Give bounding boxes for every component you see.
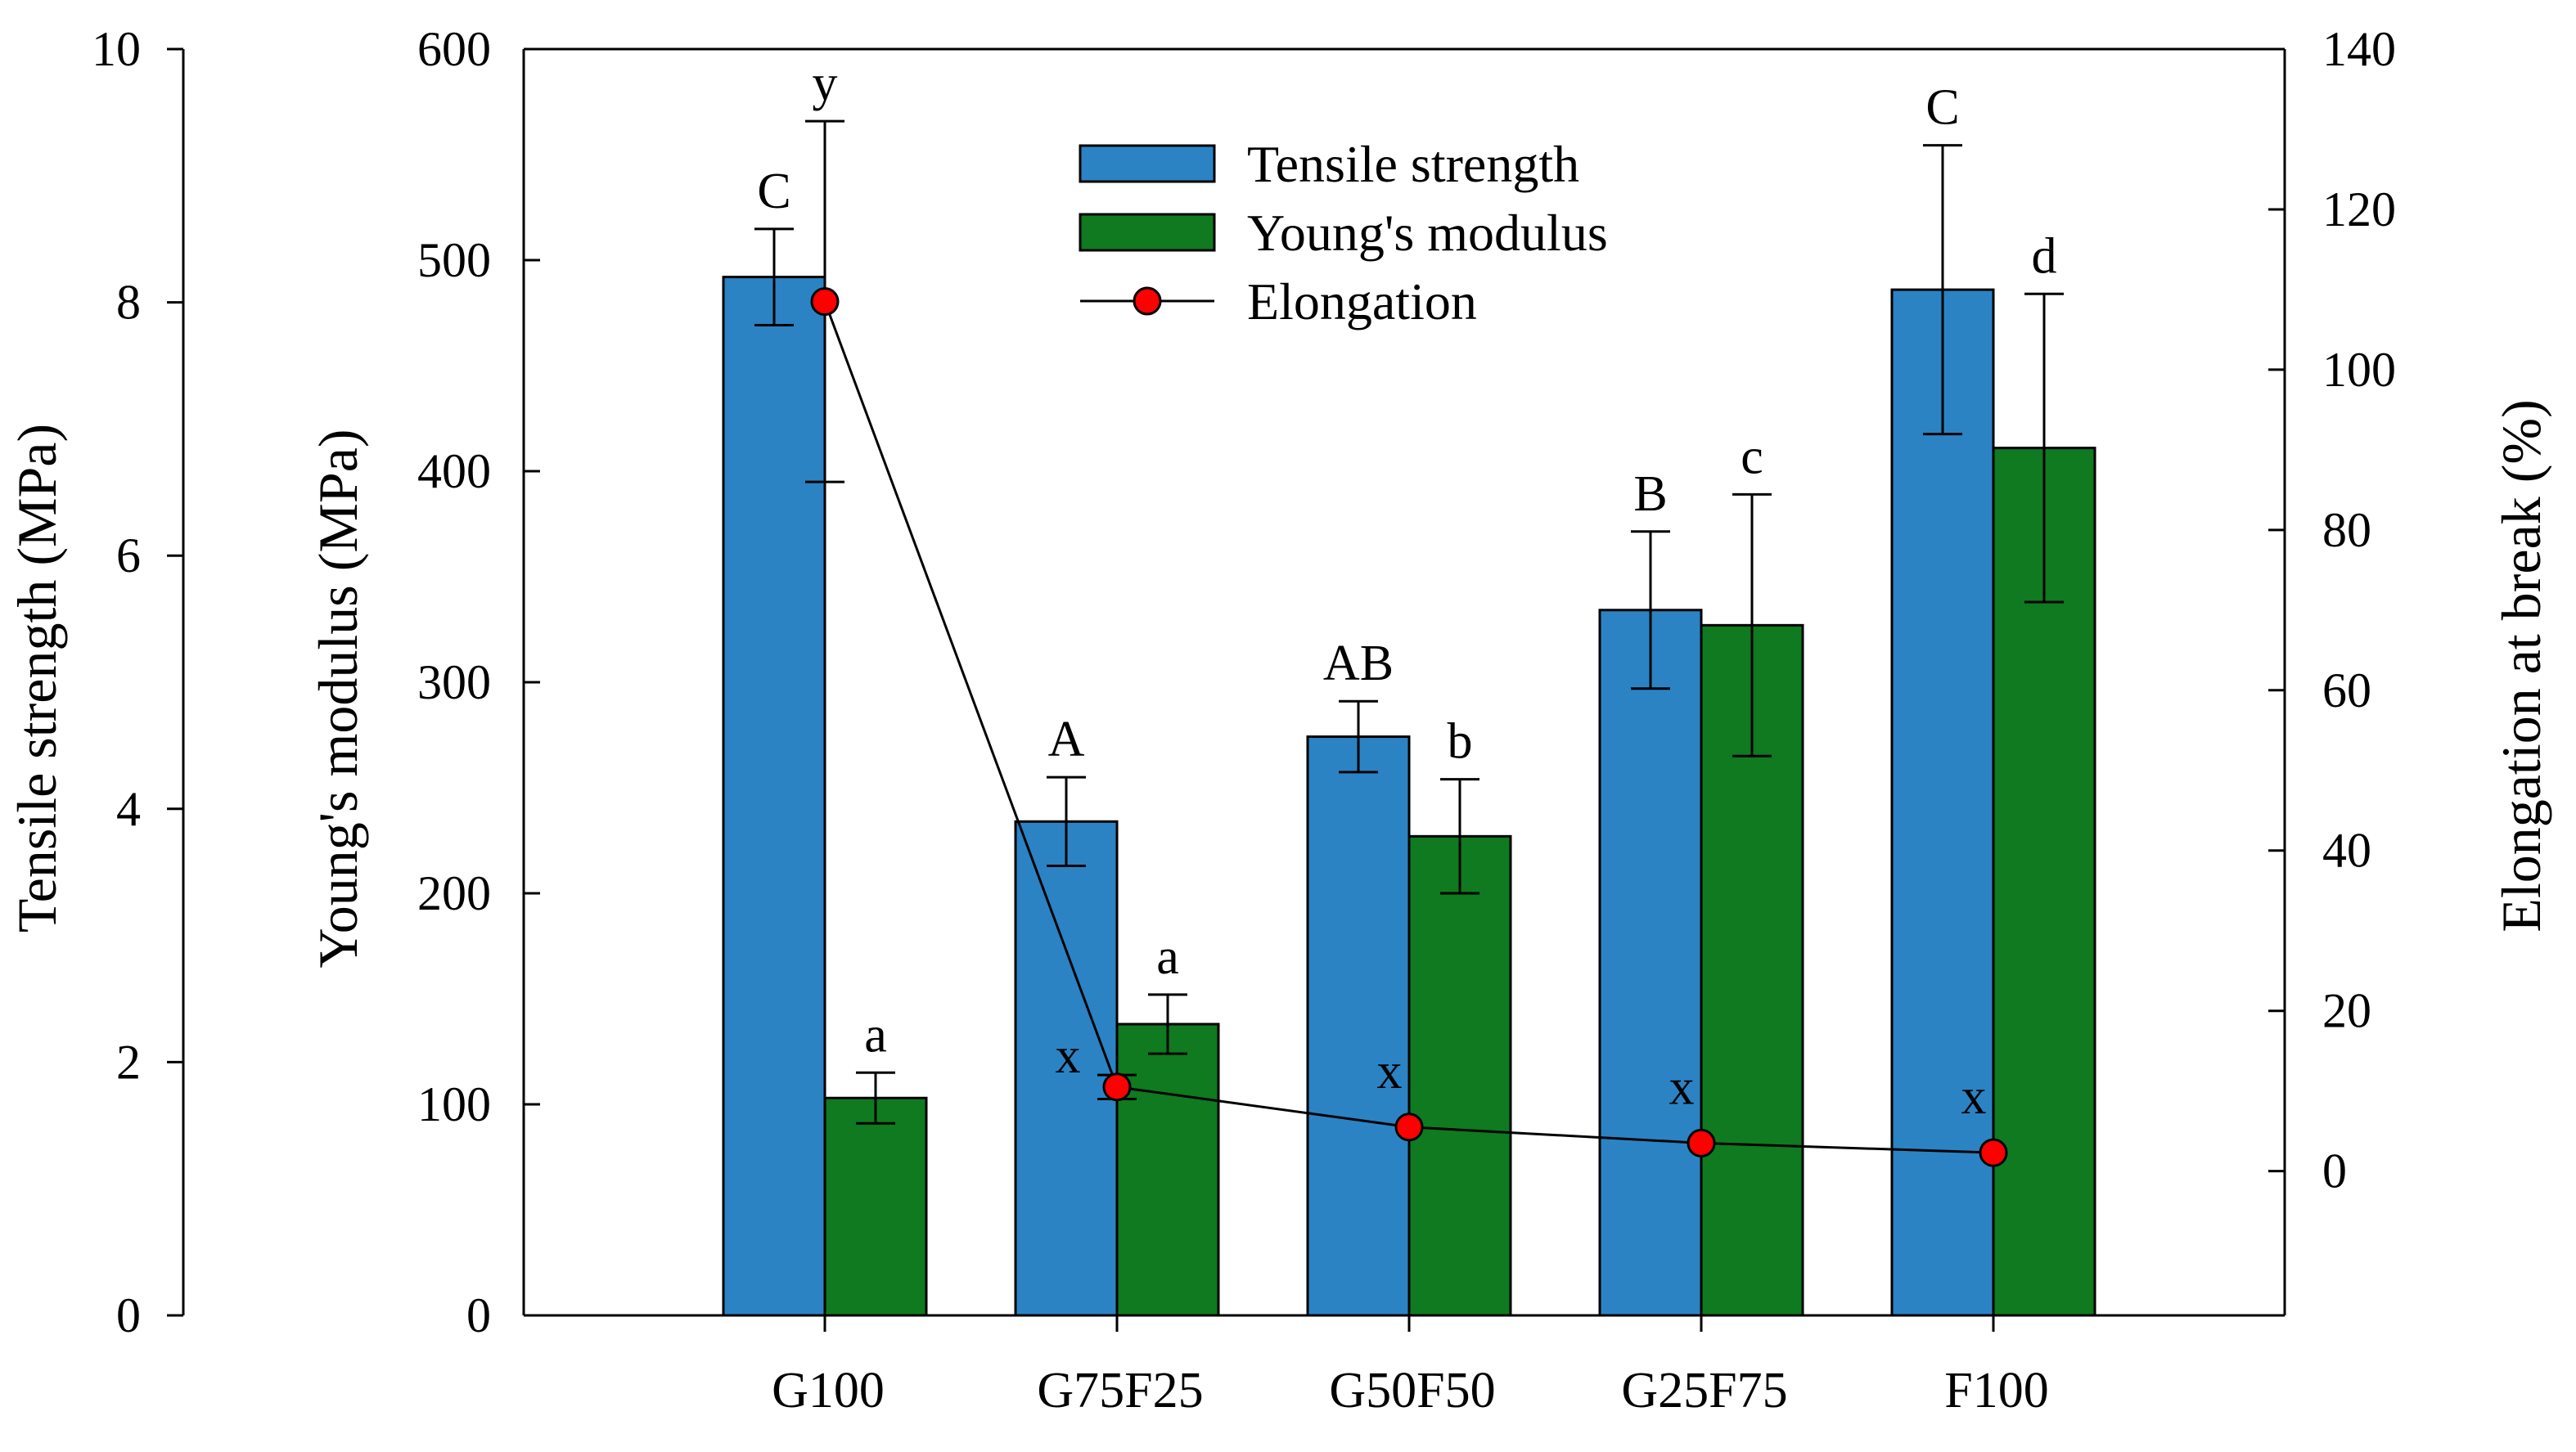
elongation-tick-label: 60 (2322, 663, 2371, 717)
x-tick-label: G50F50 (1329, 1363, 1495, 1418)
elongation-point (1394, 1113, 1424, 1142)
bars (722, 144, 2096, 1317)
modulus-significance-letter: a (864, 1007, 887, 1063)
elongation-point (1102, 1072, 1132, 1102)
tensile-significance-letter: AB (1323, 636, 1394, 691)
legend-elongation-marker (1133, 286, 1162, 316)
modulus-axis-title: Young's modulus (MPa) (307, 429, 369, 968)
modulus-tick-label: 600 (417, 22, 491, 76)
modulus-significance-letter: c (1741, 429, 1763, 484)
elongation-tick-label: 20 (2322, 984, 2371, 1038)
elongation-significance-letter: x (1669, 1059, 1695, 1115)
elongation-significance-letter: x (1961, 1069, 1987, 1125)
significance-labels: Ca Aa AB b Bc Cd y x x x x (757, 56, 2056, 1125)
x-tick-label: F100 (1944, 1363, 2048, 1418)
youngs-modulus-bar (823, 1096, 928, 1317)
x-tick-label: G75F25 (1037, 1363, 1203, 1418)
legend-elongation-label: Elongation (1247, 272, 1477, 330)
elongation-point (1687, 1128, 1716, 1158)
legend: Tensile strength Young's modulus Elongatio… (1079, 135, 1608, 330)
elongation-tick-label: 40 (2322, 824, 2371, 878)
elongation-line (805, 119, 2008, 1167)
tensile-significance-letter: B (1633, 466, 1667, 522)
elongation-significance-letter: x (1377, 1044, 1403, 1099)
youngs-modulus-bar (1115, 1023, 1220, 1317)
modulus-tick-label: 300 (417, 655, 491, 709)
modulus-tick-label: 200 (417, 866, 491, 920)
x-tick-label: G100 (772, 1363, 885, 1418)
elongation-point (810, 287, 840, 317)
modulus-tick-label: 400 (417, 444, 491, 498)
tensile-tick-label: 10 (92, 22, 141, 76)
elongation-axis-title: Elongation at break (%) (2490, 399, 2552, 932)
tensile-strength-bar (1306, 735, 1411, 1317)
tensile-tick-label: 0 (116, 1288, 141, 1342)
modulus-significance-letter: a (1156, 929, 1179, 985)
elongation-tick-label: 120 (2322, 182, 2396, 236)
x-tick-label: G25F75 (1621, 1363, 1787, 1418)
modulus-tick-label: 0 (466, 1288, 491, 1342)
elongation-significance-letter: y (813, 56, 838, 111)
modulus-significance-letter: b (1448, 714, 1473, 770)
tensile-significance-letter: C (1925, 80, 1959, 136)
tensile-tick-label: 8 (116, 276, 141, 330)
tensile-strength-bar (1890, 288, 1995, 1317)
elongation-point (1979, 1138, 2008, 1167)
elongation-tick-label: 140 (2322, 22, 2396, 76)
elongation-tick-label: 80 (2322, 503, 2371, 557)
elongation-tick-label: 0 (2322, 1144, 2347, 1198)
tensile-strength-bar (722, 276, 826, 1317)
modulus-significance-letter: d (2032, 228, 2057, 284)
tensile-axis-title: Tensile strength (MPa) (6, 424, 68, 933)
legend-tensile-swatch (1079, 144, 1216, 183)
tensile-strength-bar (1014, 820, 1119, 1317)
legend-modulus-swatch (1079, 213, 1216, 252)
tensile-strength-bar (1598, 609, 1703, 1317)
elongation-tick-label: 100 (2322, 343, 2396, 397)
tensile-significance-letter: A (1048, 712, 1085, 767)
legend-tensile-label: Tensile strength (1247, 135, 1579, 193)
tensile-tick-label: 2 (116, 1035, 141, 1089)
elongation-significance-letter: x (1056, 1028, 1081, 1084)
tensile-tick-label: 4 (116, 782, 141, 836)
legend-modulus-label: Young's modulus (1247, 204, 1608, 262)
tensile-significance-letter: C (757, 164, 790, 219)
modulus-tick-label: 500 (417, 233, 491, 287)
tensile-tick-label: 6 (116, 528, 141, 582)
modulus-tick-label: 100 (417, 1077, 491, 1131)
youngs-modulus-bar (1407, 834, 1512, 1317)
